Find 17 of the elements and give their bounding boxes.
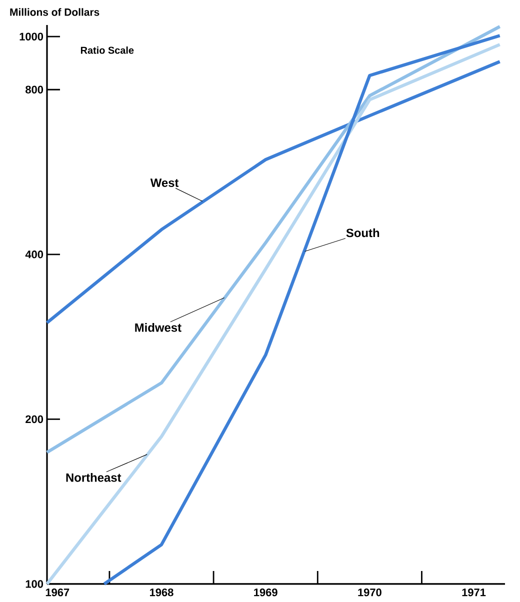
y-axis-title: Millions of Dollars (10, 8, 100, 16)
x-tick-label: 1968 (150, 588, 174, 596)
x-tick-label: 1967 (46, 588, 70, 596)
annotation: Ratio Scale (80, 46, 134, 54)
text: West (150, 178, 179, 187)
y-tick-label: 400 (25, 250, 44, 258)
x-tick-label: 1970 (358, 588, 382, 596)
y-tick-label: 800 (26, 86, 44, 94)
y-tick-label: 100 (26, 580, 44, 588)
text: South (346, 228, 380, 238)
line-series (45, 24, 502, 454)
y-tick-label: 1000 (20, 32, 44, 40)
y-tick-label: 200 (26, 415, 44, 424)
series-label: Northeast (66, 473, 122, 482)
x-tick-label: 1969 (254, 588, 278, 596)
x-tick-label: 1971 (462, 588, 486, 596)
series-label: Midwest (135, 323, 182, 332)
